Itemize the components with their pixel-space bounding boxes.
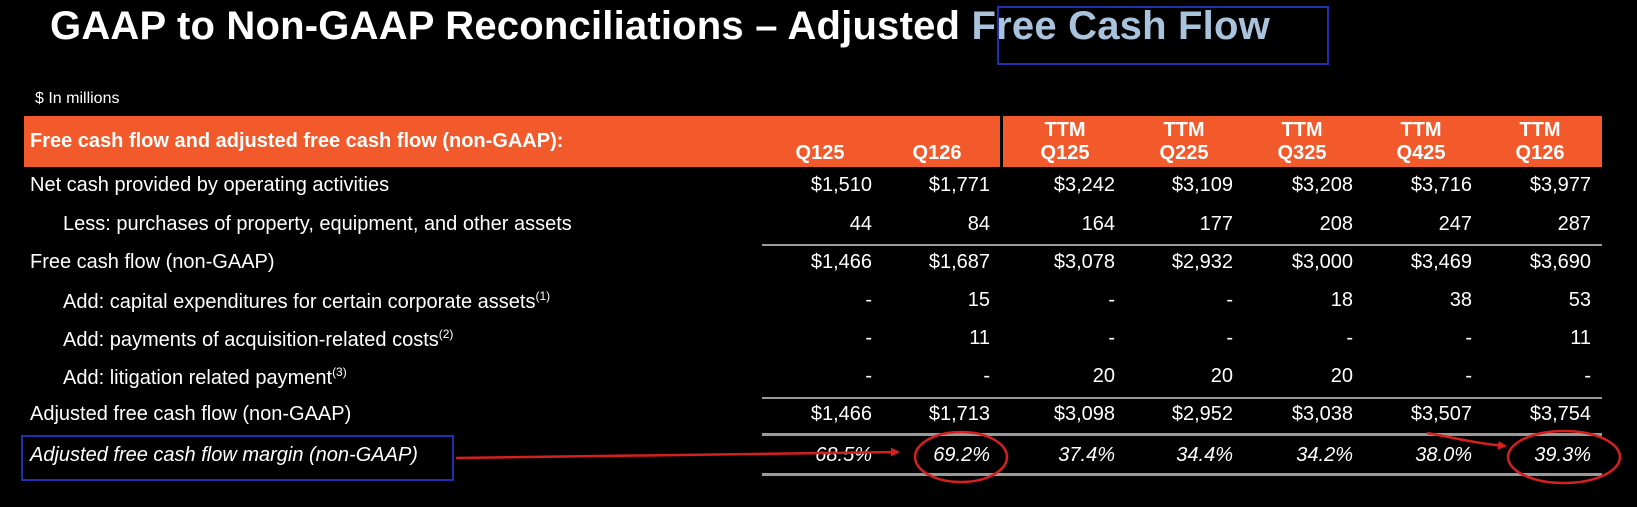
row-label: Net cash provided by operating activitie…: [30, 174, 390, 196]
table-cell: -: [1465, 365, 1472, 387]
table-cell: 247: [1438, 213, 1472, 235]
column-header: TTM Q425: [1396, 119, 1446, 164]
table-cell: -: [865, 289, 872, 311]
table-cell: 68.5%: [815, 444, 872, 466]
footnote-ref: (2): [438, 327, 454, 341]
column-header: Q125: [795, 142, 845, 164]
footnote-ref: (1): [535, 289, 551, 303]
table-cell: $1,713: [928, 403, 990, 425]
title-main: GAAP to Non-GAAP Reconciliations – Adjus…: [50, 4, 972, 48]
table-cell: 53: [1568, 289, 1591, 311]
table-cell: 15: [967, 289, 990, 311]
table-cell: -: [1346, 327, 1353, 349]
table-cell: 208: [1319, 213, 1353, 235]
table-cell: $1,466: [810, 251, 872, 273]
table-cell: -: [983, 365, 990, 387]
table-cell: $2,952: [1171, 403, 1233, 425]
table-cell: $3,098: [1053, 403, 1115, 425]
table-header-label: Free cash flow and adjusted free cash fl…: [30, 130, 564, 152]
unit-note: $ In millions: [35, 90, 120, 107]
table-cell: $1,771: [928, 174, 990, 196]
table-cell: $3,000: [1291, 251, 1353, 273]
table-cell: 20: [1330, 365, 1353, 387]
table-cell: $2,932: [1171, 251, 1233, 273]
table-cell: 37.4%: [1058, 444, 1115, 466]
margin-row-highlight-box: [21, 435, 454, 481]
table-cell: $3,242: [1053, 174, 1115, 196]
total-rule: [762, 473, 1602, 476]
table-cell: 18: [1330, 289, 1353, 311]
table-cell: 38.0%: [1415, 444, 1472, 466]
table-cell: $3,977: [1529, 174, 1591, 196]
row-label: Add: payments of acquisition-related cos…: [63, 327, 454, 351]
column-header: TTM Q225: [1159, 119, 1209, 164]
table-cell: 34.2%: [1296, 444, 1353, 466]
table-cell: $3,208: [1291, 174, 1353, 196]
page-title: GAAP to Non-GAAP Reconciliations – Adjus…: [50, 4, 1270, 49]
table-cell: $3,754: [1529, 403, 1591, 425]
annotation-arrow: [455, 447, 900, 460]
column-header: Q126: [912, 142, 962, 164]
header-bar-right: [1003, 116, 1602, 167]
footnote-ref: (3): [332, 365, 347, 379]
table-cell: 38: [1449, 289, 1472, 311]
table-cell: $1,466: [810, 403, 872, 425]
table-cell: 287: [1557, 213, 1591, 235]
table-cell: $1,510: [810, 174, 872, 196]
table-cell: 11: [1570, 327, 1591, 349]
table-cell: 20: [1210, 365, 1233, 387]
title-highlight: Free Cash Flow: [971, 4, 1270, 48]
table-cell: $3,469: [1410, 251, 1472, 273]
table-cell: 177: [1199, 213, 1233, 235]
table-cell: $3,038: [1291, 403, 1353, 425]
table-cell: 44: [849, 213, 872, 235]
annotation-arrow: [1426, 431, 1507, 450]
table-cell: $3,109: [1171, 174, 1233, 196]
table-cell: -: [1226, 327, 1233, 349]
table-cell: $3,716: [1410, 174, 1472, 196]
table-cell: 11: [969, 327, 990, 349]
row-label: Free cash flow (non-GAAP): [30, 251, 275, 273]
table-cell: -: [865, 365, 872, 387]
row-label: Add: capital expenditures for certain co…: [63, 289, 551, 313]
table-cell: 84: [967, 213, 990, 235]
table-cell: 34.4%: [1176, 444, 1233, 466]
table-cell: -: [1584, 365, 1591, 387]
table-cell: $1,687: [928, 251, 990, 273]
table-cell: $3,690: [1529, 251, 1591, 273]
total-rule: [762, 433, 1602, 436]
column-header: TTM Q325: [1277, 119, 1327, 164]
table-cell: -: [1226, 289, 1233, 311]
table-cell: $3,078: [1053, 251, 1115, 273]
table-cell: 20: [1092, 365, 1115, 387]
table-cell: -: [1108, 327, 1115, 349]
title-highlight-box: [997, 6, 1329, 65]
table-cell: 39.3%: [1534, 444, 1591, 466]
table-cell: -: [1108, 289, 1115, 311]
row-label: Less: purchases of property, equipment, …: [63, 213, 572, 235]
table-cell: 164: [1081, 213, 1115, 235]
table-cell: 69.2%: [933, 444, 990, 466]
column-header: TTM Q125: [1040, 119, 1090, 164]
header-bar-left: [24, 116, 1000, 167]
row-label: Adjusted free cash flow margin (non-GAAP…: [30, 444, 418, 466]
row-label: Add: litigation related payment(3): [63, 365, 347, 389]
annotation-circle: [1506, 429, 1622, 485]
table-cell: $3,507: [1410, 403, 1472, 425]
row-label: Adjusted free cash flow (non-GAAP): [30, 403, 352, 425]
table-cell: -: [865, 327, 872, 349]
subtotal-rule: [762, 397, 1602, 399]
subtotal-rule: [762, 244, 1602, 246]
table-cell: -: [1465, 327, 1472, 349]
annotation-circle: [913, 430, 1009, 484]
column-header: TTM Q126: [1515, 119, 1565, 164]
